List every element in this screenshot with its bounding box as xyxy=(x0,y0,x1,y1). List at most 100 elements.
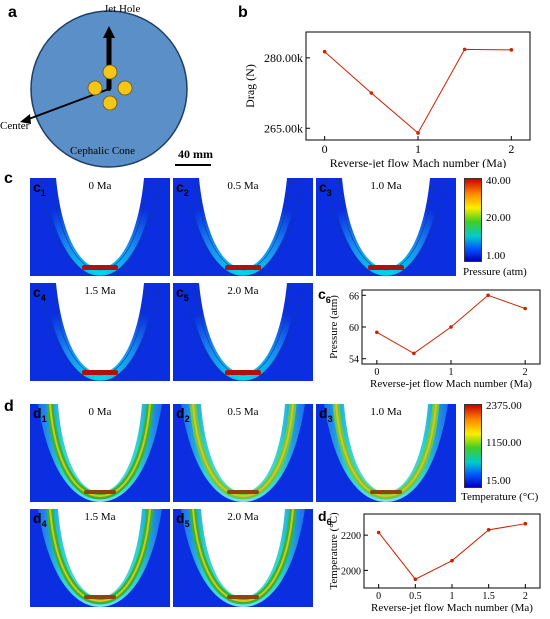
data-point xyxy=(486,293,490,298)
cephalic-cone-label: Cephalic Cone xyxy=(70,145,136,157)
subpanel-number: 4 xyxy=(41,518,47,529)
temperature-contour-plot xyxy=(30,509,170,607)
panel-b-label: b xyxy=(238,4,248,21)
temperature-contour-plot xyxy=(30,404,170,502)
subpanel-letter: d xyxy=(176,405,185,421)
series-line xyxy=(376,294,526,355)
jet-hole-top xyxy=(102,64,118,80)
temperature-chart: 0 0.5 1 1.5 2 2000 2200 Reverse-jet flow Mach n… xyxy=(328,512,541,614)
temperature-mid: 1150.00 xyxy=(486,437,522,449)
y-tick-label: 280.00k xyxy=(264,51,303,65)
center-arrow-head xyxy=(20,114,31,124)
temperature-subpanel-tag: d1 xyxy=(33,405,47,424)
subpanel-letter: c xyxy=(176,284,184,300)
temperature-contour-plot xyxy=(316,404,456,502)
panel-a-label: a xyxy=(8,4,17,21)
pressure-subpanel-tag: c4 xyxy=(33,284,46,303)
temperature-subpanel-tag: d3 xyxy=(319,405,333,424)
x-tick-label: 0 xyxy=(376,591,381,602)
y-axis-label: Drag (N) xyxy=(243,64,257,108)
pressure-subpanel-tag: c5 xyxy=(176,284,189,303)
temperature-contour-panel: d2 0.5 Ma xyxy=(173,404,313,502)
x-tick-label: 0 xyxy=(322,142,328,156)
subpanel-number: 5 xyxy=(184,518,190,529)
drag-chart: 0 1 2 265.00k 280.00k Reverse-jet flow Mach n… xyxy=(243,31,531,168)
jet-hole-right xyxy=(117,80,133,96)
temperature-contour-panel: d1 0 Ma xyxy=(30,404,170,502)
temperature-subpanel-tag: d5 xyxy=(176,510,190,529)
x-axis-label: Reverse-jet flow Mach number (Ma) xyxy=(371,602,533,614)
pressure-min: 1.00 xyxy=(486,250,506,262)
series-line xyxy=(378,523,526,580)
mach-label: 0.5 Ma xyxy=(227,180,259,192)
cephalic-cone-diagram xyxy=(20,10,188,168)
pressure-contour-plot xyxy=(30,178,170,276)
y-tick-label: 265.00k xyxy=(264,121,303,135)
subpanel-number: 3 xyxy=(327,413,333,424)
temperature-colorbar-title: Temperature (°C) xyxy=(461,491,539,503)
y-axis-label: Pressure (atm) xyxy=(328,295,340,359)
jet-hole-bottom xyxy=(102,95,118,111)
mach-label: 1.5 Ma xyxy=(84,511,116,523)
plot-frame xyxy=(363,513,541,589)
temperature-subpanel-tag: d4 xyxy=(33,510,47,529)
subpanel-letter: d xyxy=(33,405,42,421)
data-point xyxy=(523,521,528,526)
subpanel-number: 1 xyxy=(40,187,46,198)
x-tick-label: 0.5 xyxy=(409,591,422,602)
panel-d-label: d xyxy=(4,398,14,415)
y-tick-label: 2000 xyxy=(341,566,361,577)
subpanel-letter: d xyxy=(319,405,328,421)
mach-label: 1.0 Ma xyxy=(370,180,402,192)
data-point xyxy=(449,325,453,329)
subpanel-letter: c xyxy=(176,179,184,195)
data-point xyxy=(462,47,467,52)
subpanel-number: 2 xyxy=(184,413,190,424)
y-axis-label: Temperature (°C) xyxy=(328,512,340,590)
x-tick-label: 1 xyxy=(415,142,421,156)
subpanel-number: 2 xyxy=(183,187,189,198)
subpanel-number: 5 xyxy=(183,292,189,303)
x-tick-label: 1.5 xyxy=(482,591,495,602)
pressure-chart: 0 1 2 54 60 66 Reverse-jet flow Mach number (M… xyxy=(328,289,541,390)
pressure-contour-panel: c5 2.0 Ma xyxy=(173,283,313,381)
data-point xyxy=(450,558,454,563)
subpanel-letter: c xyxy=(33,179,41,195)
y-tick-label: 66 xyxy=(349,291,359,302)
x-tick-label: 2 xyxy=(523,367,528,378)
pressure-subpanel-tag: c1 xyxy=(33,179,46,198)
subpanel-number: 1 xyxy=(41,413,47,424)
pressure-contour-plot xyxy=(173,283,313,381)
data-point xyxy=(375,330,379,335)
pressure-contour-panel: c4 1.5 Ma xyxy=(30,283,170,381)
subpanel-number: 4 xyxy=(40,292,46,303)
subpanel-letter: c xyxy=(33,284,41,300)
jet-hole-left xyxy=(87,80,103,96)
pressure-colorbar xyxy=(464,178,482,262)
pressure-contour-plot xyxy=(316,178,456,276)
mach-label: 0.5 Ma xyxy=(227,406,259,418)
temperature-max: 2375.00 xyxy=(486,400,522,412)
pressure-max: 40.00 xyxy=(486,175,511,187)
mach-label: 2.0 Ma xyxy=(227,511,259,523)
x-tick-label: 1 xyxy=(450,591,455,602)
plot-frame xyxy=(305,31,531,141)
x-tick-label: 2 xyxy=(523,591,528,602)
temperature-subpanel-tag: d2 xyxy=(176,405,190,424)
temperature-min: 15.00 xyxy=(486,475,511,487)
subpanel-number: 3 xyxy=(326,187,332,198)
pressure-contour-panel: c2 0.5 Ma xyxy=(173,178,313,276)
subpanel-letter: d xyxy=(176,510,185,526)
mach-label: 1.5 Ma xyxy=(84,285,116,297)
temperature-contour-panel: d3 1.0 Ma xyxy=(316,404,456,502)
x-axis-label: Reverse-jet flow Mach number (Ma) xyxy=(370,378,532,390)
pressure-contour-panel: c3 1.0 Ma xyxy=(316,178,456,276)
data-point xyxy=(376,530,381,535)
data-point xyxy=(486,528,491,532)
jet-hole-label: Jet Hole xyxy=(104,3,141,15)
x-tick-label: 2 xyxy=(508,142,514,156)
data-point xyxy=(413,577,418,581)
jet-arrow-head xyxy=(103,26,115,38)
data-point xyxy=(322,49,327,54)
mach-label: 2.0 Ma xyxy=(227,285,259,297)
